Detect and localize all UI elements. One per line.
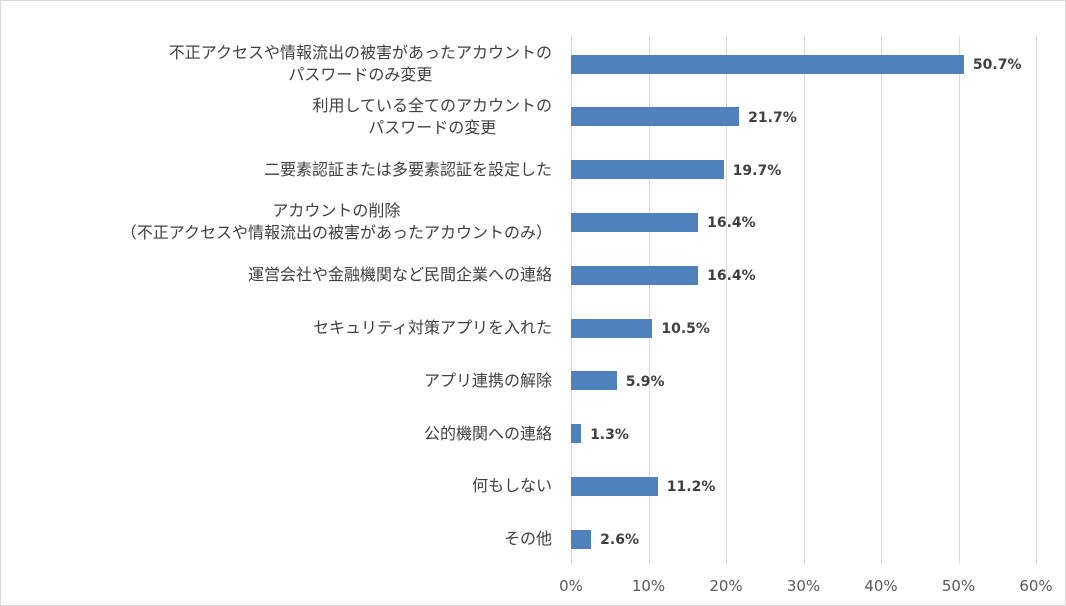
bar bbox=[571, 371, 617, 391]
gridline bbox=[726, 36, 727, 564]
category-label: 不正アクセスや情報流出の被害があったアカウントの パスワードのみ変更 bbox=[169, 42, 552, 86]
x-tick-label: 10% bbox=[631, 577, 666, 595]
category-label-line: アプリ連携の解除 bbox=[423, 370, 552, 390]
bar bbox=[571, 107, 740, 127]
category-label: セキュリティ対策アプリを入れた bbox=[313, 317, 552, 339]
category-label-line: アカウントの削除 bbox=[272, 201, 401, 221]
category-label: 公的機関への連絡 bbox=[424, 423, 552, 445]
bar bbox=[571, 529, 592, 549]
category-label: 利用している全てのアカウントの パスワードの変更 bbox=[312, 95, 552, 139]
bar bbox=[571, 212, 699, 232]
x-tick-label: 50% bbox=[941, 577, 976, 595]
x-tick-label: 40% bbox=[864, 577, 898, 595]
data-label: 50.7% bbox=[972, 57, 1022, 73]
data-label: 19.7% bbox=[732, 162, 782, 179]
gridline bbox=[803, 36, 805, 564]
data-label: 16.4% bbox=[707, 215, 756, 232]
category-label-line: 不正アクセスや情報流出の被害があったアカウントの bbox=[168, 43, 552, 62]
bar bbox=[571, 424, 582, 444]
category-label-line: 二要素認証または多要素認証を設定した bbox=[263, 159, 552, 179]
category-label-line: パスワードのみ変更 bbox=[288, 65, 433, 84]
category-label: 運営会社や金融機関など民間企業への連絡 bbox=[248, 264, 552, 286]
x-tick-label: 30% bbox=[786, 577, 821, 595]
category-label-line: （不正アクセスや情報流出の被害があったアカウントのみ） bbox=[120, 223, 552, 243]
category-label: アカウントの削除 （不正アクセスや情報流出の被害があったアカウントのみ） bbox=[121, 200, 552, 244]
category-label: その他 bbox=[504, 528, 552, 550]
category-label-line: パスワードの変更 bbox=[368, 117, 497, 137]
category-label-line: 何もしない bbox=[471, 476, 552, 496]
data-label: 10.5% bbox=[661, 321, 710, 337]
x-tick-label: 0% bbox=[559, 577, 583, 595]
category-label-line: その他 bbox=[503, 529, 552, 549]
bar bbox=[571, 160, 724, 180]
data-label: 5.9% bbox=[625, 373, 665, 390]
gridline bbox=[648, 36, 650, 564]
bar bbox=[571, 476, 658, 496]
x-tick-label: 20% bbox=[709, 577, 743, 595]
data-label: 21.7% bbox=[748, 109, 797, 126]
category-label: アプリ連携の解除 bbox=[424, 370, 552, 392]
bar bbox=[571, 54, 964, 74]
gridline bbox=[881, 36, 882, 564]
gridline bbox=[571, 36, 572, 564]
data-label: 16.4% bbox=[707, 268, 756, 285]
data-label: 11.2% bbox=[666, 479, 716, 496]
category-label-line: セキュリティ対策アプリを入れた bbox=[312, 318, 552, 337]
bar bbox=[571, 318, 653, 338]
data-label: 2.6% bbox=[600, 532, 639, 549]
category-label: 何もしない bbox=[472, 475, 552, 497]
gridline bbox=[958, 36, 960, 564]
category-label: 二要素認証または多要素認証を設定した bbox=[264, 159, 552, 181]
category-label-line: 公的機関への連絡 bbox=[423, 423, 552, 443]
x-tick-label: 60% bbox=[1019, 577, 1053, 595]
category-label-line: 運営会社や金融機関など民間企業への連絡 bbox=[247, 265, 552, 285]
gridline bbox=[1036, 36, 1037, 564]
data-label: 1.3% bbox=[590, 426, 629, 443]
category-label-line: 利用している全てのアカウントの bbox=[312, 95, 552, 115]
bar bbox=[571, 265, 699, 285]
